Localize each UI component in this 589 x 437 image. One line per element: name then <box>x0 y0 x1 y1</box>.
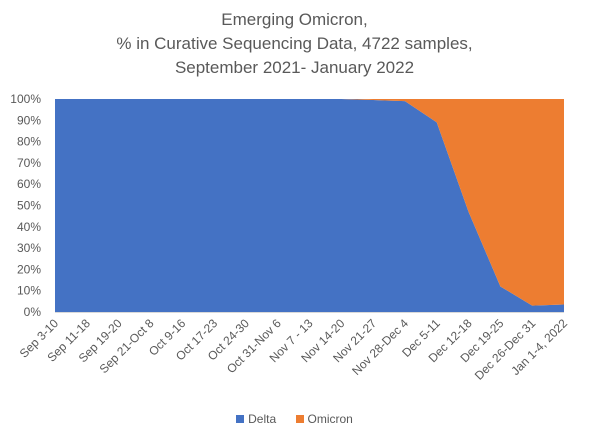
chart-title-line-2: % in Curative Sequencing Data, 4722 samp… <box>116 34 473 53</box>
y-tick-label: 40% <box>17 220 41 234</box>
area-series-omicron <box>55 99 564 306</box>
x-tick-label: Jan 1-4, 2022 <box>508 316 570 378</box>
legend-label-omicron: Omicron <box>307 412 353 426</box>
y-tick-label: 80% <box>17 135 41 149</box>
y-tick-label: 90% <box>17 113 41 127</box>
y-axis-ticks: 0% 10% 20% 30% 40% 50% 60% 70% 80% 90% 100% <box>10 92 41 319</box>
legend-label-delta: Delta <box>248 412 277 426</box>
y-tick-label: 10% <box>17 284 41 298</box>
y-tick-label: 70% <box>17 156 41 170</box>
legend-item-omicron: Omicron <box>295 412 353 426</box>
y-tick-label: 0% <box>24 305 42 319</box>
chart-title-line-3: September 2021- January 2022 <box>174 58 415 77</box>
y-tick-label: 60% <box>17 177 41 191</box>
y-tick-label: 30% <box>17 241 41 255</box>
legend: Delta Omicron <box>0 412 589 426</box>
y-tick-label: 20% <box>17 262 41 276</box>
legend-swatch-delta <box>236 415 245 423</box>
plot-areas <box>55 99 564 312</box>
chart-title-line-1: Emerging Omicron, <box>221 10 368 29</box>
y-tick-label: 50% <box>17 199 41 213</box>
y-tick-label: 100% <box>10 92 41 106</box>
legend-swatch-omicron <box>295 415 304 423</box>
area-series-delta <box>55 99 564 312</box>
chart-title: Emerging Omicron, % in Curative Sequenci… <box>0 8 589 80</box>
legend-item-delta: Delta <box>236 412 276 426</box>
